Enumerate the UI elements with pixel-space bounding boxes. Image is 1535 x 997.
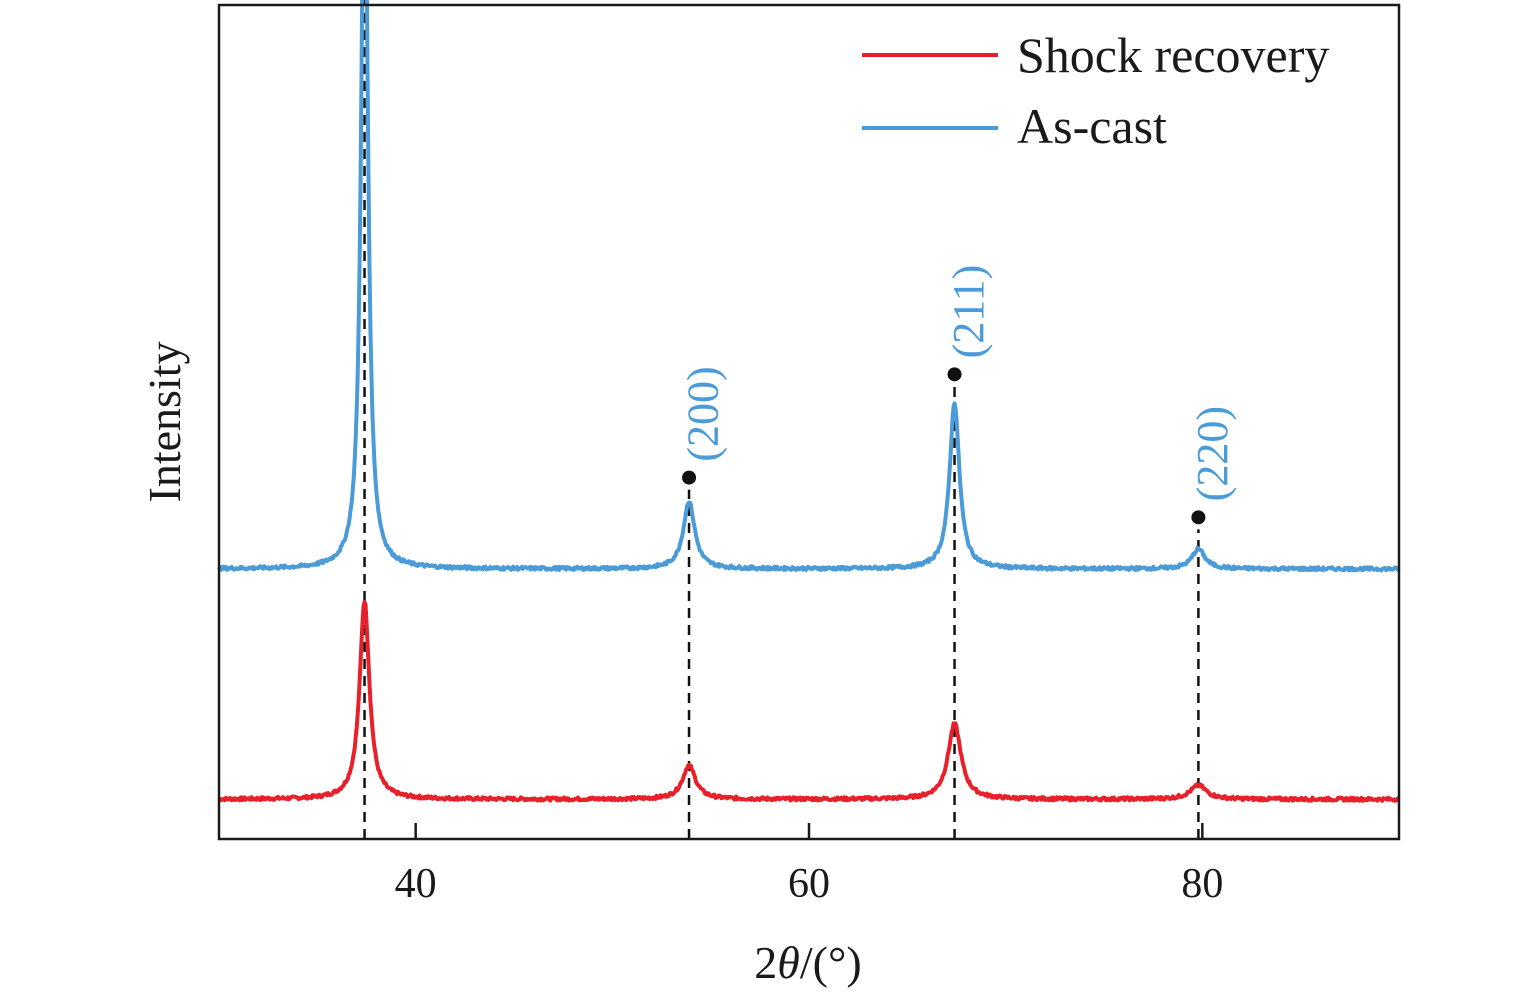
series-line-as_cast [217,0,1401,573]
peak-marker-2 [947,367,962,382]
y-axis-label: Intensity [139,342,190,503]
x-ticks: 40 60 80 [395,823,1223,907]
legend-label-shock-recovery: Shock recovery [1017,27,1329,83]
peak-markers [682,367,1206,525]
peak-marker-1 [682,470,697,485]
peak-label-1: (200) [679,366,728,461]
x-tick-label-40: 40 [395,861,437,907]
reference-lines [363,0,1200,839]
x-axis-label-symbol: θ [777,937,800,988]
peak-label-2: (211) [944,265,993,359]
legend-label-as-cast: As-cast [1017,98,1167,154]
x-tick-label-80: 80 [1181,861,1223,907]
series-line-shock_recovery [217,600,1401,803]
x-axis-label-prefix: 2 [754,937,777,988]
x-tick-label-60: 60 [788,861,830,907]
x-axis-label-suffix: /(°) [800,937,862,988]
legend: Shock recovery As-cast [862,27,1329,154]
peak-label-3: (220) [1188,406,1237,501]
peak-labels: (110)(200)(211)(220) [679,265,1237,502]
peak-marker-3 [1191,510,1206,525]
x-axis-label: 2θ/(°) [754,937,861,988]
series-layer [217,0,1401,803]
